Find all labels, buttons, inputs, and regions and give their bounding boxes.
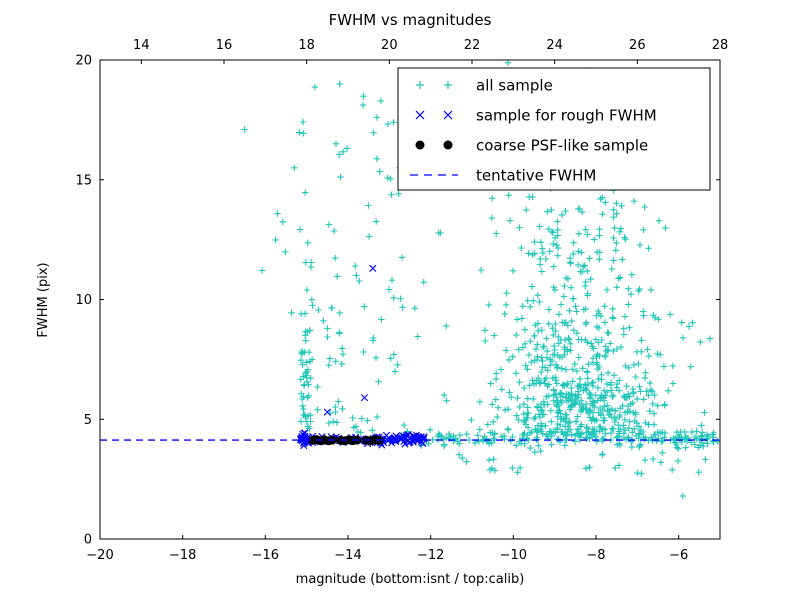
- rough-fwhm-marker-icon: [415, 110, 453, 120]
- psf-sample-marker-icon: [443, 140, 453, 150]
- legend-item-rough-fwhm: sample for rough FWHM: [415, 107, 657, 125]
- x-tick-label-bottom: −14: [334, 548, 361, 563]
- y-axis-label: FWHM (pix): [36, 262, 51, 337]
- x-tick-label-top: 20: [381, 38, 398, 53]
- chart-title: FWHM vs magnitudes: [329, 11, 492, 29]
- all-sample-marker-icon: [416, 81, 452, 89]
- y-tick-label: 20: [75, 54, 92, 69]
- x-tick-label-bottom: −8: [586, 548, 605, 563]
- legend-label: all sample: [476, 77, 553, 95]
- x-tick-label-top: 24: [546, 38, 563, 53]
- legend: all sample sample for rough FWHM coarse PS…: [397, 67, 711, 191]
- legend-label: tentative FWHM: [476, 167, 596, 185]
- legend-label: coarse PSF-like sample: [476, 137, 648, 155]
- legend-box: [397, 67, 711, 191]
- x-tick-label-top: 22: [464, 38, 481, 53]
- x-tick-label-bottom: −6: [669, 548, 688, 563]
- psf-sample-marker-icon: [415, 140, 425, 150]
- scatter-layer: [100, 60, 720, 500]
- y-tick-label: 0: [84, 533, 92, 548]
- legend-item-all-sample: all sample: [416, 77, 553, 95]
- x-tick-label-top: 14: [133, 38, 150, 53]
- y-tick-label: 15: [75, 173, 92, 188]
- x-tick-label-top: 18: [298, 38, 315, 53]
- x-tick-label-bottom: −18: [169, 548, 196, 563]
- x-tick-label-top: 28: [712, 38, 729, 53]
- x-axis-label: magnitude (bottom:isnt / top:calib): [296, 572, 525, 587]
- x-tick-label-bottom: −12: [417, 548, 444, 563]
- x-tick-label-bottom: −20: [86, 548, 113, 563]
- legend-item-tentative-fwhm: tentative FWHM: [410, 167, 596, 185]
- y-tick-label: 10: [75, 293, 92, 308]
- x-tick-label-bottom: −16: [252, 548, 279, 563]
- legend-item-psf-sample: coarse PSF-like sample: [415, 137, 648, 155]
- legend-label: sample for rough FWHM: [476, 107, 657, 125]
- x-tick-label-top: 26: [629, 38, 646, 53]
- axes-layer: −20 −18 −16 −14 −12 −10 −8 −6 14 16 18 20 22 24 26 28 0 5…: [75, 38, 728, 563]
- x-tick-label-top: 16: [216, 38, 233, 53]
- x-tick-label-bottom: −10: [500, 548, 527, 563]
- y-tick-label: 5: [84, 413, 92, 428]
